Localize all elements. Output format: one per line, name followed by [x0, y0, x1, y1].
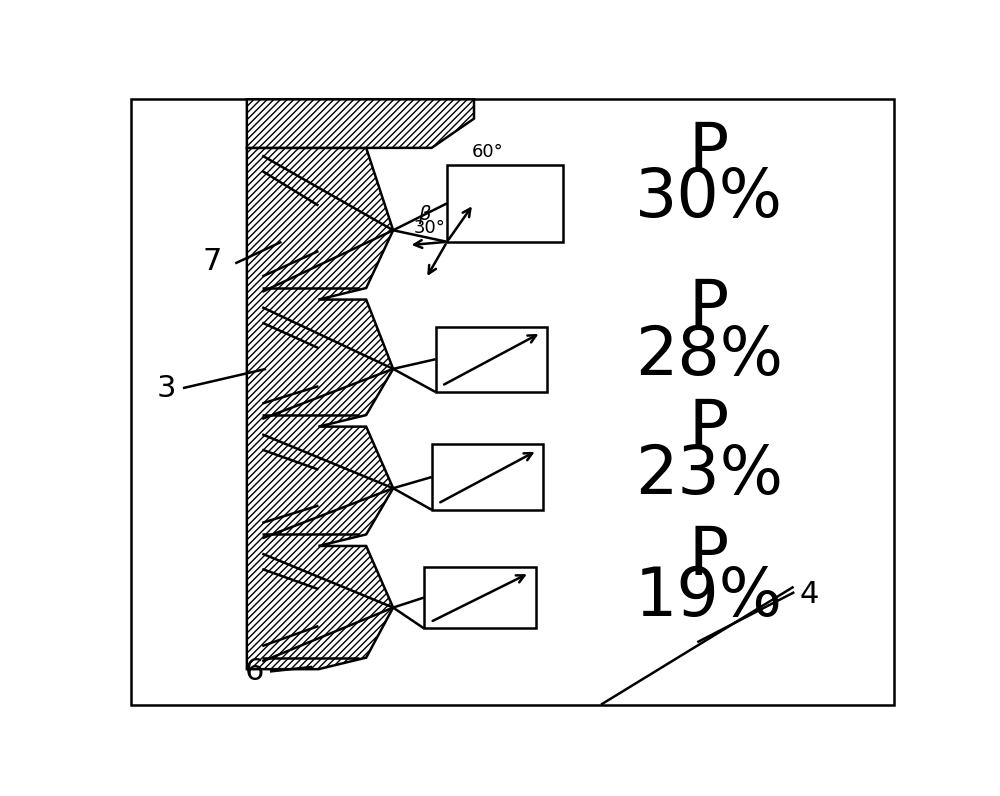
- Text: 19%: 19%: [635, 564, 783, 630]
- Text: 60°: 60°: [472, 143, 503, 161]
- Text: β: β: [418, 205, 430, 224]
- Text: 23%: 23%: [635, 442, 783, 508]
- Bar: [436, 326, 547, 392]
- Text: 30°: 30°: [414, 219, 446, 237]
- Text: 6: 6: [245, 657, 264, 686]
- Text: P: P: [689, 119, 729, 185]
- Polygon shape: [247, 100, 474, 148]
- Text: 3: 3: [156, 373, 176, 403]
- Polygon shape: [247, 148, 393, 669]
- Text: P: P: [689, 523, 729, 589]
- Text: 30%: 30%: [635, 165, 783, 231]
- Text: P: P: [689, 396, 729, 462]
- Text: 7: 7: [203, 247, 222, 275]
- Text: 4: 4: [799, 580, 819, 609]
- Bar: [432, 444, 543, 509]
- Text: P: P: [689, 276, 729, 342]
- Text: 28%: 28%: [635, 322, 783, 388]
- Bar: [424, 567, 536, 628]
- Bar: [447, 165, 563, 242]
